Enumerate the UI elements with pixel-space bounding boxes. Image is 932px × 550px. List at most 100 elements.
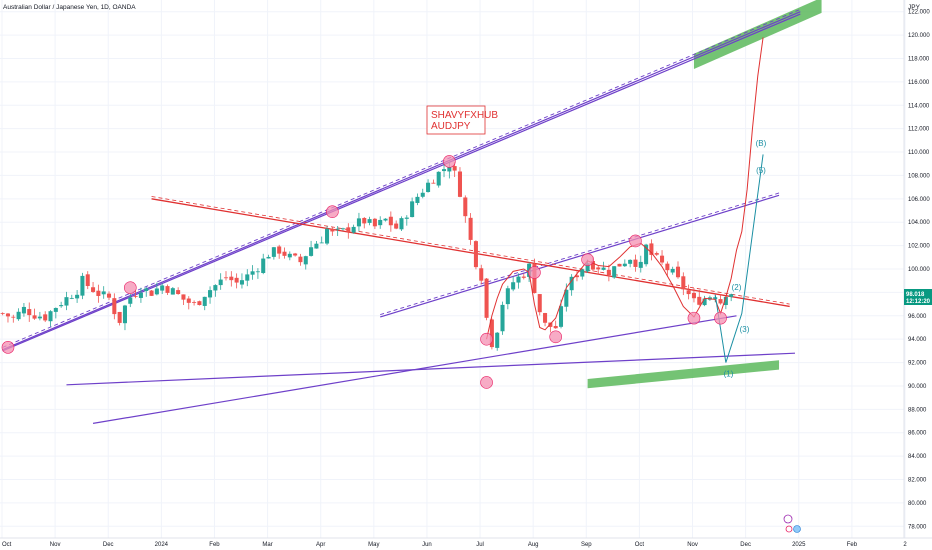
pivot-marker bbox=[714, 311, 727, 325]
candle-body bbox=[192, 302, 197, 303]
annotation-box[interactable] bbox=[426, 105, 486, 135]
candle-body bbox=[218, 279, 223, 286]
x-tick-label: Oct bbox=[635, 542, 645, 548]
candle-body bbox=[239, 280, 244, 285]
candle-body bbox=[372, 218, 377, 227]
candle-body bbox=[330, 228, 335, 232]
candle-body bbox=[686, 290, 691, 295]
wave-label: (3) bbox=[740, 325, 750, 334]
candle-body bbox=[117, 311, 122, 323]
candle-body bbox=[335, 228, 340, 230]
trendline bbox=[380, 194, 780, 318]
y-tick-label: 78.000 bbox=[908, 524, 927, 530]
pivot-marker bbox=[443, 155, 456, 168]
candle-body bbox=[670, 268, 675, 273]
y-tick-label: 108.000 bbox=[908, 173, 930, 179]
candle-body bbox=[415, 196, 420, 203]
x-tick-label: Sep bbox=[581, 542, 592, 548]
candle-body bbox=[32, 315, 37, 319]
candle-body bbox=[27, 309, 32, 316]
candle-body bbox=[500, 304, 505, 332]
candle-body bbox=[558, 306, 564, 327]
y-tick-label: 116.000 bbox=[908, 80, 930, 86]
wave-label: (1) bbox=[724, 370, 734, 379]
x-tick-label: Nov bbox=[50, 542, 61, 548]
wave-label: (B) bbox=[756, 139, 767, 148]
candle-body bbox=[617, 263, 622, 267]
candle-body bbox=[548, 322, 553, 327]
drawings: (1) (2) (3) (5) (B) bbox=[486, 37, 767, 379]
y-tick-label: 94.000 bbox=[908, 337, 927, 343]
candle-body bbox=[702, 298, 707, 306]
candle-body bbox=[319, 242, 324, 244]
price-axis[interactable]: 78.000 80.000 82.000 84.000 86.000 88.000 90.0… bbox=[908, 10, 930, 531]
candle-body bbox=[122, 305, 127, 324]
wave-projection bbox=[714, 154, 764, 363]
x-tick-label: Aug bbox=[528, 542, 539, 548]
candle-body bbox=[75, 294, 80, 299]
candle-body bbox=[351, 226, 356, 233]
candle-body bbox=[463, 197, 468, 217]
candle-body bbox=[468, 217, 473, 240]
y-tick-label: 82.000 bbox=[908, 478, 927, 484]
y-tick-label: 106.000 bbox=[908, 197, 930, 203]
time-axis[interactable]: Oct Nov Dec 2024 Feb Mar Apr May Jun Jul Aug Sep Oct… bbox=[2, 542, 907, 548]
candle-body bbox=[569, 276, 574, 291]
event-news-icon bbox=[793, 525, 801, 533]
candle-body bbox=[691, 292, 696, 299]
candle-body bbox=[133, 296, 138, 297]
target-zone bbox=[587, 360, 780, 389]
candle-body bbox=[266, 256, 271, 259]
event-markers[interactable] bbox=[783, 514, 801, 533]
candle-body bbox=[457, 171, 462, 197]
candle-body bbox=[106, 293, 112, 298]
candle-body bbox=[404, 217, 409, 219]
pivot-marker bbox=[549, 330, 562, 344]
pivot-marker bbox=[528, 266, 541, 279]
candle-body bbox=[436, 171, 441, 186]
x-tick-label: 2 bbox=[903, 542, 907, 548]
candle-body bbox=[325, 228, 330, 244]
x-tick-label: Dec bbox=[103, 542, 114, 548]
y-tick-label: 112.000 bbox=[908, 127, 930, 133]
candle-body bbox=[160, 285, 165, 291]
candle-body bbox=[298, 256, 303, 263]
candle-body bbox=[628, 259, 633, 264]
pivot-marker bbox=[123, 281, 137, 295]
x-tick-label: Dec bbox=[740, 542, 751, 548]
y-tick-label: 90.000 bbox=[908, 384, 927, 390]
candle-body bbox=[271, 247, 276, 257]
candle-body bbox=[112, 298, 117, 315]
candle-body bbox=[452, 166, 457, 171]
candle-body bbox=[718, 299, 723, 304]
candle-body bbox=[16, 311, 21, 320]
y-tick-label: 80.000 bbox=[908, 501, 927, 507]
candle-body bbox=[516, 276, 521, 283]
candle-body bbox=[255, 271, 260, 273]
candle-body bbox=[314, 243, 319, 249]
candle-body bbox=[277, 246, 282, 254]
candle-body bbox=[388, 216, 393, 226]
trendline-dashed bbox=[2, 8, 801, 348]
candle-body bbox=[606, 269, 611, 276]
candle-body bbox=[399, 218, 404, 230]
candle-body bbox=[170, 288, 175, 295]
candle-body bbox=[43, 314, 48, 321]
candle-body bbox=[537, 294, 542, 313]
x-tick-label: May bbox=[368, 542, 379, 548]
candle-body bbox=[287, 253, 292, 258]
candle-body bbox=[612, 266, 617, 278]
y-tick-label: 96.000 bbox=[908, 314, 927, 320]
candle-body bbox=[356, 218, 361, 227]
candle-body bbox=[229, 276, 234, 281]
candle-body bbox=[543, 313, 548, 323]
candle-body bbox=[426, 182, 431, 193]
target-zone bbox=[693, 0, 822, 70]
current-price: 98.018 bbox=[906, 292, 925, 298]
pivot-marker bbox=[581, 253, 594, 266]
candle-body bbox=[346, 227, 351, 232]
candle-body bbox=[340, 228, 346, 230]
candle-body bbox=[489, 319, 494, 348]
